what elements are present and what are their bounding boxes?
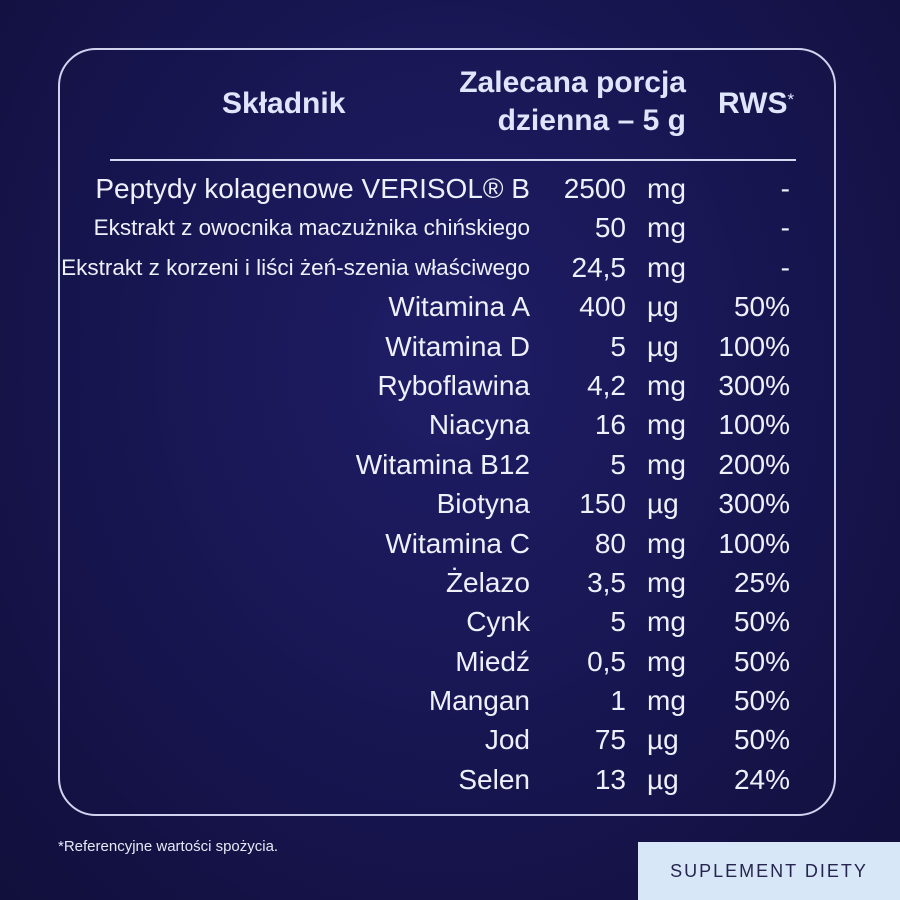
table-row: Witamina C 80 mg 100% — [0, 524, 900, 563]
row-name: Ekstrakt z owocnika maczużnika chińskieg… — [93, 215, 530, 241]
table-row: Jod 75 µg 50% — [0, 720, 900, 759]
table-row: Witamina B12 5 mg 200% — [0, 445, 900, 484]
row-amount: 0,5 — [587, 645, 626, 677]
table-row: Ekstrakt z korzeni i liści żeń-szenia wł… — [0, 248, 900, 287]
header-rws-label: RWS — [718, 87, 788, 120]
row-name: Jod — [484, 724, 530, 756]
row-name: Mangan — [428, 685, 530, 717]
row-rws: - — [780, 251, 790, 283]
row-unit: mg — [647, 409, 686, 441]
row-unit: mg — [647, 251, 686, 283]
table-row: Mangan 1 mg 50% — [0, 681, 900, 720]
header-daily-portion: Zalecana porcja dzienna – 5 g — [450, 64, 686, 140]
table-row: Niacyna 16 mg 100% — [0, 405, 900, 444]
row-amount: 5 — [610, 330, 626, 362]
table-row: Ryboflawina 4,2 mg 300% — [0, 366, 900, 405]
row-unit: mg — [647, 566, 686, 598]
row-rws: 300% — [718, 488, 790, 520]
row-name: Selen — [458, 763, 530, 795]
row-name: Peptydy kolagenowe VERISOL® B — [95, 173, 530, 204]
table-row: Miedź 0,5 mg 50% — [0, 642, 900, 681]
row-rws: 100% — [718, 330, 790, 362]
table-row: Żelazo 3,5 mg 25% — [0, 563, 900, 602]
row-rws: 50% — [733, 685, 790, 717]
supplement-badge: SUPLEMENT DIETY — [638, 842, 900, 900]
table-row: Cynk 5 mg 50% — [0, 602, 900, 641]
row-rws: - — [780, 173, 790, 204]
row-amount: 24,5 — [571, 251, 627, 283]
row-amount: 50 — [594, 212, 626, 244]
row-rws: - — [780, 212, 790, 244]
row-amount: 3,5 — [587, 566, 626, 598]
row-amount: 5 — [610, 448, 626, 480]
row-amount: 4,2 — [587, 369, 626, 401]
row-name: Witamina C — [385, 527, 530, 559]
row-name: Witamina A — [388, 291, 530, 323]
nutrition-table-panel — [58, 48, 836, 816]
row-rws: 50% — [733, 291, 790, 323]
row-name: Miedź — [455, 645, 530, 677]
table-row: Witamina D 5 µg 100% — [0, 327, 900, 366]
row-rws: 300% — [718, 369, 790, 401]
row-rws: 50% — [733, 606, 790, 638]
row-amount: 2500 — [563, 173, 626, 204]
row-unit: mg — [647, 212, 686, 244]
table-row: Peptydy kolagenowe VERISOL® B 2500 mg - — [0, 169, 900, 208]
row-amount: 1 — [610, 685, 626, 717]
row-name: Biotyna — [436, 488, 530, 520]
row-rws: 25% — [733, 566, 790, 598]
row-name: Żelazo — [445, 566, 530, 598]
table-row: Selen 13 µg 24% — [0, 760, 900, 799]
table-row: Biotyna 150 µg 300% — [0, 484, 900, 523]
row-unit: µg — [647, 763, 679, 795]
row-rws: 200% — [718, 448, 790, 480]
row-amount: 80 — [594, 527, 626, 559]
row-name: Witamina B12 — [355, 448, 530, 480]
row-unit: mg — [647, 606, 686, 638]
row-unit: mg — [647, 645, 686, 677]
row-unit: mg — [647, 527, 686, 559]
row-unit: µg — [647, 488, 679, 520]
row-amount: 13 — [594, 763, 626, 795]
row-name: Witamina D — [385, 330, 530, 362]
row-unit: µg — [647, 291, 679, 323]
row-unit: mg — [647, 685, 686, 717]
table-row: Witamina A 400 µg 50% — [0, 287, 900, 326]
row-rws: 100% — [718, 409, 790, 441]
row-unit: µg — [647, 330, 679, 362]
row-rws: 24% — [733, 763, 790, 795]
row-amount: 16 — [594, 409, 626, 441]
row-rws: 50% — [733, 645, 790, 677]
header-divider — [110, 159, 796, 161]
header-rws-mark: * — [787, 90, 795, 109]
row-rws: 100% — [718, 527, 790, 559]
header-rws: RWS* — [718, 84, 794, 124]
ingredient-rows: Peptydy kolagenowe VERISOL® B 2500 mg - … — [0, 169, 900, 799]
row-amount: 400 — [579, 291, 626, 323]
row-name: Cynk — [466, 606, 530, 638]
row-name: Ekstrakt z korzeni i liści żeń-szenia wł… — [61, 254, 530, 280]
header-portion-line2: dzienna – 5 g — [497, 104, 686, 137]
row-unit: mg — [647, 448, 686, 480]
header-portion-line1: Zalecana porcja — [459, 66, 686, 99]
row-unit: µg — [647, 724, 679, 756]
row-amount: 75 — [594, 724, 626, 756]
row-rws: 50% — [733, 724, 790, 756]
table-row: Ekstrakt z owocnika maczużnika chińskieg… — [0, 208, 900, 247]
row-name: Niacyna — [428, 409, 530, 441]
row-unit: mg — [647, 369, 686, 401]
row-amount: 150 — [579, 488, 626, 520]
row-name: Ryboflawina — [377, 369, 530, 401]
header-ingredient: Składnik — [222, 87, 346, 120]
row-unit: mg — [647, 173, 686, 204]
row-amount: 5 — [610, 606, 626, 638]
footnote: *Referencyjne wartości spożycia. — [58, 838, 279, 855]
